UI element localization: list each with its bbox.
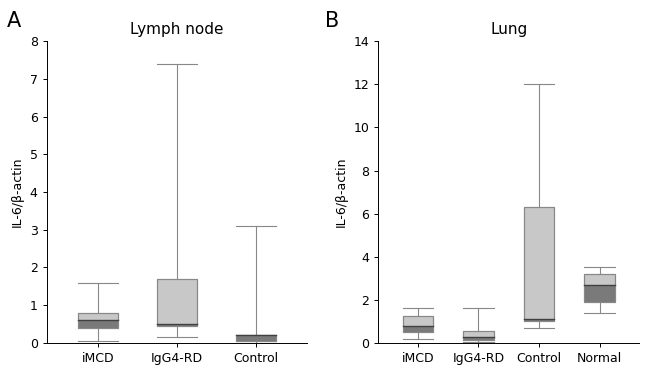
Bar: [157, 324, 197, 326]
Bar: [402, 316, 433, 332]
Bar: [157, 279, 197, 326]
Bar: [584, 274, 615, 302]
Bar: [402, 326, 433, 332]
Bar: [78, 320, 118, 328]
Title: Lymph node: Lymph node: [130, 23, 224, 37]
Bar: [236, 335, 276, 341]
Y-axis label: IL-6/β-actin: IL-6/β-actin: [11, 157, 24, 227]
Bar: [78, 313, 118, 328]
Bar: [584, 274, 615, 302]
Text: A: A: [6, 11, 21, 31]
Bar: [524, 207, 554, 321]
Title: Lung: Lung: [490, 23, 527, 37]
Bar: [463, 331, 493, 340]
Bar: [463, 338, 493, 340]
Bar: [236, 335, 276, 341]
Bar: [78, 313, 118, 328]
Bar: [463, 331, 493, 340]
Bar: [157, 279, 197, 326]
Bar: [524, 319, 554, 321]
Bar: [524, 207, 554, 321]
Bar: [402, 316, 433, 332]
Bar: [236, 335, 276, 341]
Bar: [584, 285, 615, 302]
Y-axis label: IL-6/β-actin: IL-6/β-actin: [335, 157, 348, 227]
Text: B: B: [325, 11, 339, 31]
